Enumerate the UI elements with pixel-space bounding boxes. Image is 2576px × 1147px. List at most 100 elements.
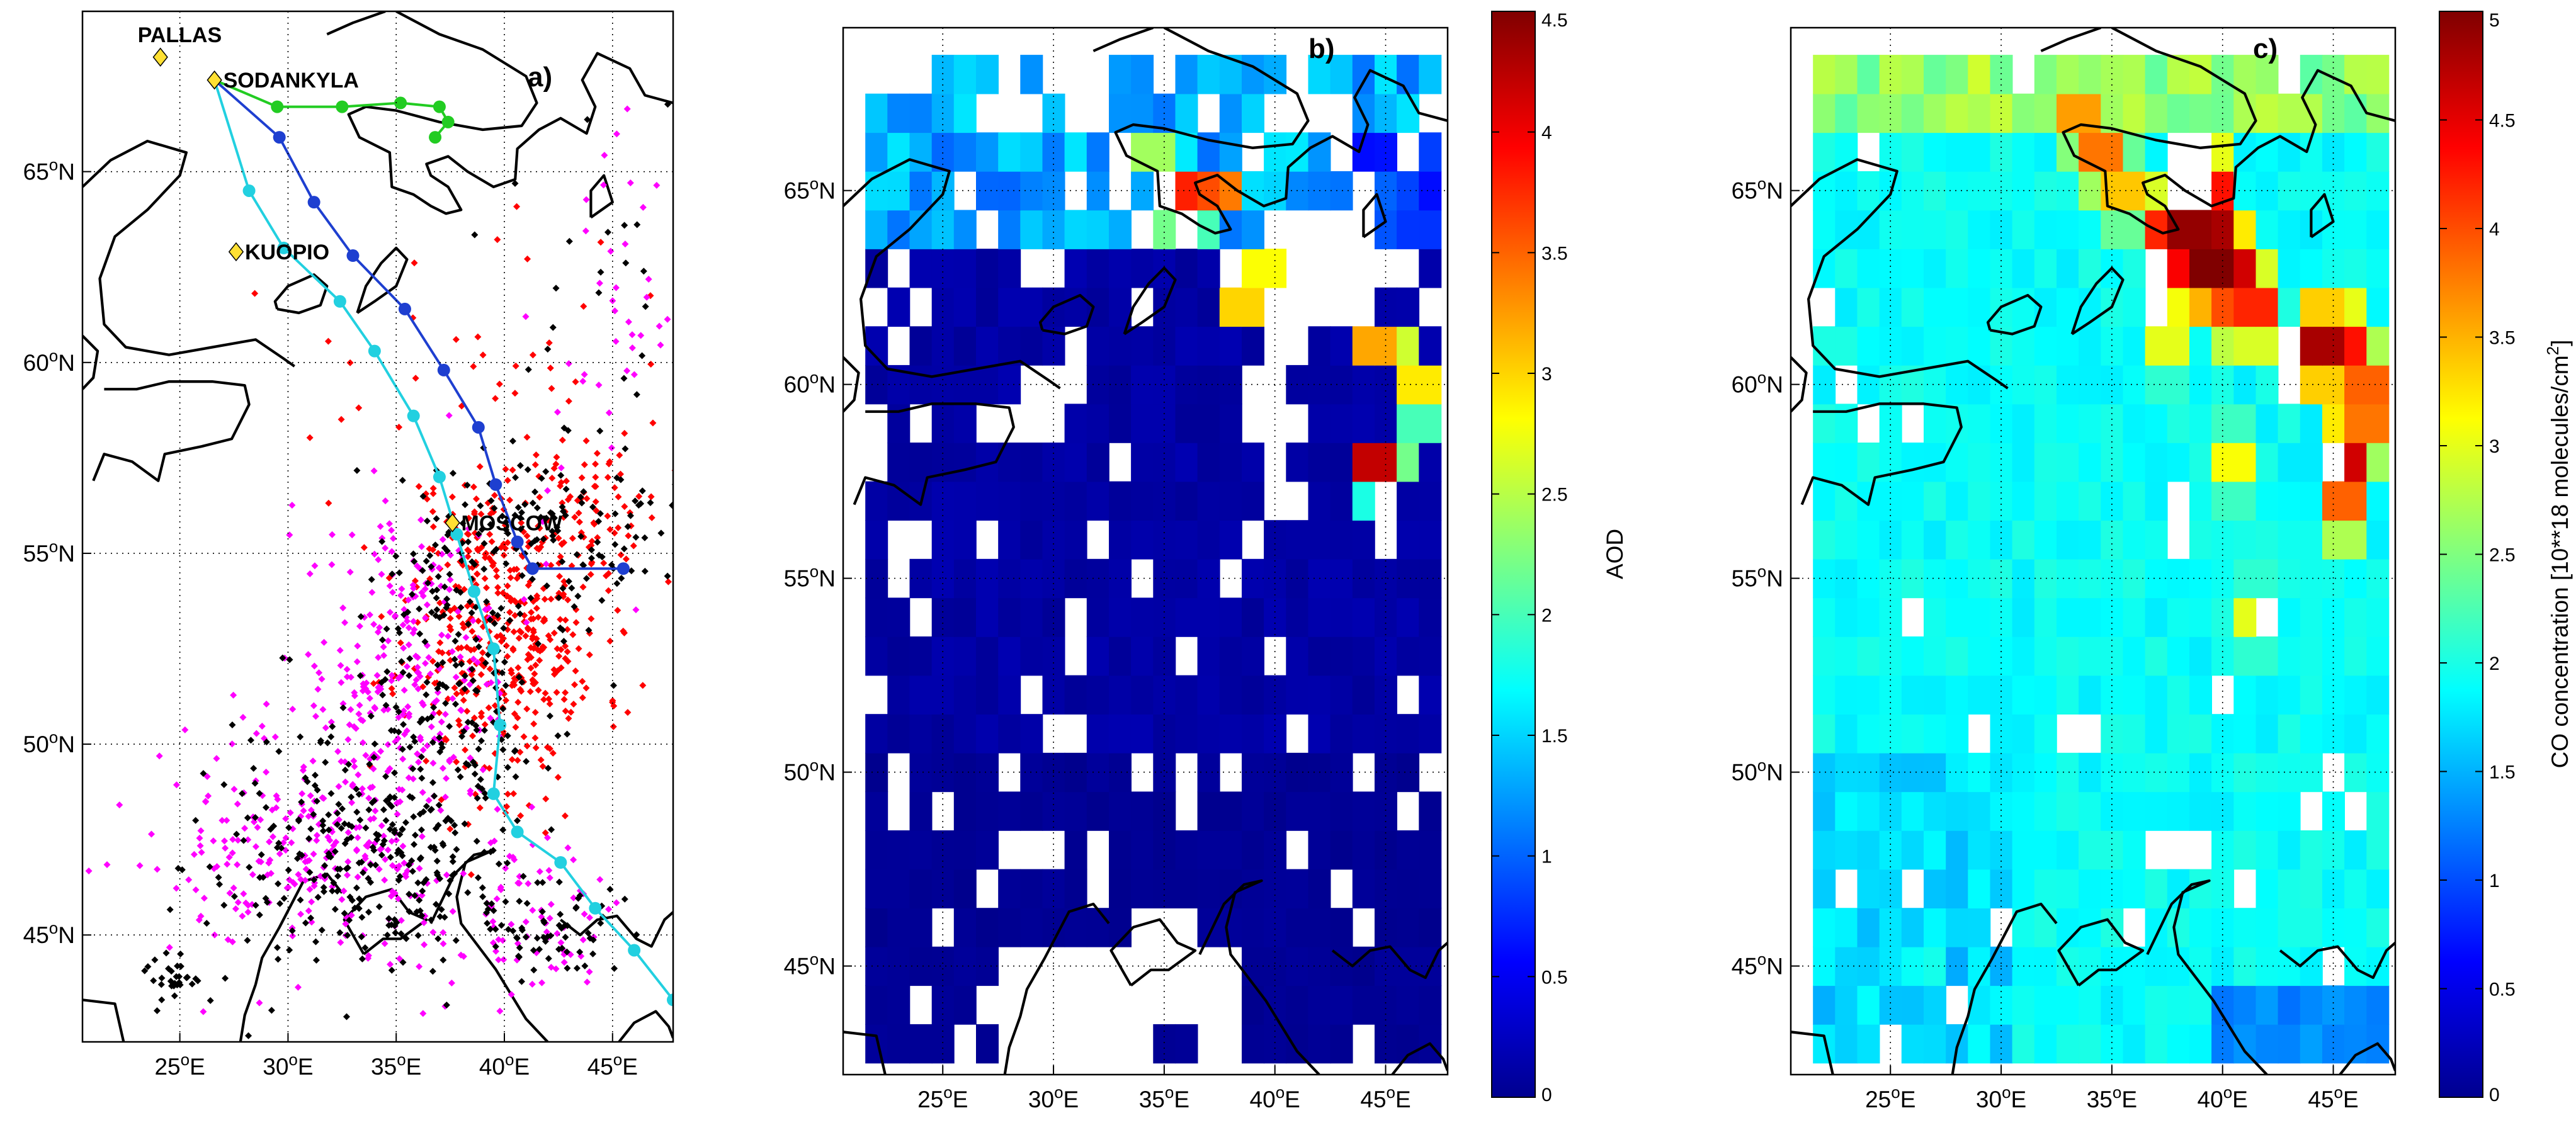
fire-point — [332, 839, 340, 846]
fire-point — [436, 709, 443, 716]
heat-cell — [1968, 597, 1991, 637]
fire-point — [622, 259, 630, 267]
fire-point — [353, 884, 360, 891]
fire-point — [416, 630, 424, 638]
heat-cell — [2057, 636, 2079, 676]
heat-cell — [2255, 481, 2279, 521]
heat-cell — [953, 597, 977, 637]
heat-cell — [1330, 636, 1353, 676]
heat-cell — [2300, 287, 2323, 327]
fire-point — [559, 626, 567, 634]
heat-cell — [1419, 171, 1442, 211]
fire-point — [435, 648, 443, 655]
heat-cell — [1042, 520, 1065, 560]
fire-point — [226, 890, 234, 897]
heat-cell — [1968, 326, 1991, 366]
fire-point — [383, 668, 391, 675]
heat-cell — [953, 714, 977, 754]
heat-cell — [2255, 675, 2279, 715]
fire-point — [404, 618, 411, 625]
fire-point — [589, 503, 596, 511]
fire-point — [570, 856, 577, 864]
fire-point — [320, 888, 327, 895]
heat-cell — [2145, 675, 2168, 715]
fire-point — [470, 655, 477, 663]
heat-cell — [2344, 93, 2368, 133]
fire-point — [197, 827, 205, 835]
heat-cell — [1946, 364, 1969, 405]
fire-point — [423, 679, 431, 686]
heat-cell — [2300, 55, 2323, 94]
fire-point — [351, 904, 359, 912]
fire-point — [600, 560, 608, 567]
fire-point — [475, 643, 482, 650]
heat-cell — [1813, 55, 1836, 94]
fire-point — [220, 837, 228, 845]
fire-point — [343, 871, 351, 879]
fire-point — [327, 718, 335, 726]
heat-cell — [1419, 443, 1442, 482]
fire-point — [345, 760, 353, 768]
fire-point — [296, 850, 304, 857]
heat-cell — [2211, 791, 2235, 831]
coastline — [2062, 28, 2395, 235]
fire-point — [475, 530, 482, 538]
heat-cell — [2255, 210, 2279, 249]
fire-point — [192, 975, 200, 983]
fire-point — [587, 615, 595, 623]
fire-point — [454, 766, 462, 774]
heat-cell — [1020, 132, 1043, 172]
fire-point — [517, 526, 525, 533]
heat-cell — [1242, 55, 1264, 94]
fire-point — [458, 733, 466, 740]
heat-cell — [2211, 132, 2235, 172]
heat-cell — [1968, 1024, 1991, 1064]
fire-point — [335, 783, 343, 790]
fire-point — [297, 876, 305, 883]
fire-point — [508, 755, 516, 763]
fire-point — [318, 675, 326, 683]
fire-point — [390, 534, 397, 542]
fire-point — [632, 533, 640, 541]
heat-cell — [2255, 55, 2279, 94]
heat-cell — [2034, 132, 2057, 172]
heat-cell — [1330, 171, 1353, 211]
fire-point — [465, 538, 472, 546]
heat-cell — [865, 1024, 888, 1064]
fire-point — [495, 956, 502, 964]
fire-point — [463, 708, 471, 715]
fire-point — [399, 826, 406, 833]
heat-cell — [1131, 714, 1154, 754]
fire-point — [395, 862, 403, 870]
fire-point — [514, 504, 522, 511]
heat-cell — [953, 93, 977, 133]
fire-point — [559, 499, 566, 507]
fire-point — [617, 551, 625, 558]
fire-point — [518, 679, 526, 686]
heat-cell — [1086, 326, 1109, 366]
fire-point — [341, 840, 349, 847]
fire-point — [620, 375, 628, 382]
fire-point — [425, 796, 433, 804]
heat-cell — [2344, 326, 2368, 366]
y-tick-label: 55oN — [784, 562, 836, 592]
fire-point — [540, 535, 547, 543]
fire-point — [431, 793, 438, 800]
fire-point — [351, 689, 358, 696]
heat-cell — [1197, 636, 1220, 676]
coastline — [1114, 28, 1448, 235]
fire-point — [174, 962, 181, 969]
heat-cell — [1242, 558, 1264, 599]
fire-point — [288, 501, 296, 509]
heat-cell — [1946, 752, 1969, 793]
heat-cell — [1990, 714, 2013, 754]
heat-cell — [1946, 326, 1969, 366]
fire-point — [378, 636, 386, 643]
fire-point — [183, 974, 190, 981]
heat-cell — [2012, 597, 2035, 637]
fire-point — [453, 845, 460, 853]
heat-cell — [2012, 636, 2035, 676]
heat-cell — [2189, 597, 2212, 637]
heat-cell — [2255, 714, 2279, 754]
heat-cell — [1990, 1024, 2013, 1064]
